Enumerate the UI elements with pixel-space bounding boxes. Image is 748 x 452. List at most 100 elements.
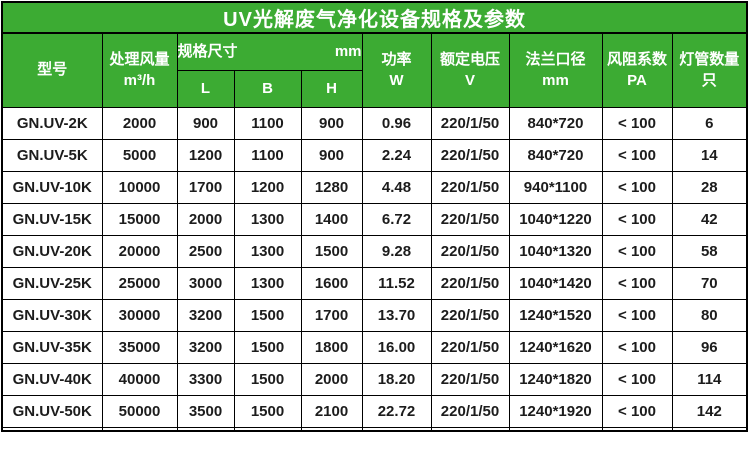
table-cell: 114 [671, 362, 748, 396]
col-header-length: L [176, 69, 235, 108]
table-row: GN.UV-30K 30000 3200 1500 1700 13.70 220/1/50 1… [1, 298, 748, 332]
table-cell: 1240*1920 [508, 394, 603, 428]
col-header-power-label: 功率 [381, 50, 412, 68]
col-header-lamps-unit: 只 [701, 72, 717, 90]
table-cell: < 100 [601, 106, 673, 140]
table-cell: 1240*1820 [508, 362, 603, 396]
table-cell: 1280 [300, 170, 363, 204]
table-cell: < 100 [601, 234, 673, 268]
table-cell: 6 [671, 106, 748, 140]
table-cell: 900 [300, 106, 363, 140]
table-cell: 1240*1520 [508, 298, 603, 332]
table-cell: 900 [176, 106, 235, 140]
table-cell: 1800 [300, 330, 363, 364]
col-header-flange-unit: mm [542, 72, 569, 90]
table-cell: < 100 [601, 202, 673, 236]
table-cell: 1500 [233, 394, 302, 428]
table-cell: GN.UV-10K [1, 170, 103, 204]
table-cell: 1500 [233, 362, 302, 396]
table-cell: 1300 [233, 202, 302, 236]
table-row: GN.UV-20K 20000 2500 1300 1500 9.28 220/1/50 10… [1, 234, 748, 268]
table-cell: GN.UV-25K [1, 266, 103, 300]
col-header-resistance-unit: PA [627, 72, 647, 90]
table-cell: 1500 [233, 298, 302, 332]
col-header-airflow-label: 处理风量 [109, 50, 170, 68]
table-cell: 1200 [176, 138, 235, 172]
table-cell: 840*720 [508, 138, 603, 172]
table-cell: 220/1/50 [430, 202, 510, 236]
table-cell: < 100 [601, 330, 673, 364]
table-cell: < 100 [601, 298, 673, 332]
table-cell: 220/1/50 [430, 170, 510, 204]
table-cell: 42 [671, 202, 748, 236]
table-row: GN.UV-5K 5000 1200 1100 900 2.24 220/1/50 840*7… [1, 138, 748, 172]
table-cell: 220/1/50 [430, 106, 510, 140]
table-cell: 2000 [300, 362, 363, 396]
col-header-voltage-label: 额定电压 [439, 50, 500, 68]
table-cell: GN.UV-2K [1, 106, 103, 140]
table-cell: 1400 [300, 202, 363, 236]
table-row: GN.UV-10K 10000 1700 1200 1280 4.48 220/1/50 94… [1, 170, 748, 204]
table-cell: GN.UV-15K [1, 202, 103, 236]
table-cell: 3000 [176, 266, 235, 300]
table-cell: < 100 [601, 170, 673, 204]
table-row: GN.UV-40K 40000 3300 1500 2000 18.20 220/1/50 1… [1, 362, 748, 396]
table-cell: 3300 [176, 362, 235, 396]
title-row: UV光解废气净化设备规格及参数 [1, 1, 748, 34]
table-cell: 220/1/50 [430, 266, 510, 300]
table-cell: 35000 [101, 330, 178, 364]
table-cell: 142 [671, 394, 748, 428]
col-header-height: H [300, 69, 363, 108]
header-row-1: 型号 处理风量 m³/h 规格尺寸 mm 功率 W 额定电压 [1, 32, 748, 108]
table-cell: 2.24 [361, 138, 432, 172]
table-cell: 18.20 [361, 362, 432, 396]
table-cell: < 100 [601, 394, 673, 428]
table-cell: 5000 [101, 138, 178, 172]
table-cell: 80 [671, 298, 748, 332]
table-cell: GN.UV-35K [1, 330, 103, 364]
table-cell: 96 [671, 330, 748, 364]
table-cell: 220/1/50 [430, 394, 510, 428]
col-header-dimensions: 规格尺寸 mm [176, 32, 363, 71]
table-cell: 6.72 [361, 202, 432, 236]
col-header-flange-label: 法兰口径 [525, 50, 586, 68]
table-row: GN.UV-25K 25000 3000 1300 1600 11.52 220/1/50 1… [1, 266, 748, 300]
col-header-model: 型号 [1, 32, 103, 108]
table-cell: 2500 [176, 234, 235, 268]
table-cell: 1040*1220 [508, 202, 603, 236]
table-row: GN.UV-15K 15000 2000 1300 1400 6.72 220/1/50 10… [1, 202, 748, 236]
table-cell: 20000 [101, 234, 178, 268]
table-cell: 4.48 [361, 170, 432, 204]
table-cell: 1040*1420 [508, 266, 603, 300]
table-cell: < 100 [601, 266, 673, 300]
col-header-lamps: 灯管数量 只 [671, 32, 748, 108]
col-header-airflow: 处理风量 m³/h [101, 32, 178, 108]
table-cell: 1100 [233, 138, 302, 172]
table-cell: 14 [671, 138, 748, 172]
table-cell: 2000 [101, 106, 178, 140]
table-cell: 9.28 [361, 234, 432, 268]
table-cell: 1100 [233, 106, 302, 140]
table-body: GN.UV-2K 2000 900 1100 900 0.96 220/1/50 840*72… [1, 106, 748, 428]
table-cell: 1240*1620 [508, 330, 603, 364]
table-cell: 13.70 [361, 298, 432, 332]
col-header-airflow-unit: m³/h [123, 72, 156, 90]
header-row-2: L B H [2, 69, 747, 108]
table-cell: 220/1/50 [430, 138, 510, 172]
spec-table: UV光解废气净化设备规格及参数 型号 处理风量 m³/h 规格尺寸 mm 功率 … [1, 1, 748, 432]
table-cell: GN.UV-40K [1, 362, 103, 396]
table-row: GN.UV-50K 50000 3500 1500 2100 22.72 220/1/50 1… [1, 394, 748, 428]
table-row: GN.UV-35K 35000 3200 1500 1800 16.00 220/1/50 1… [1, 330, 748, 364]
table-cell: 3500 [176, 394, 235, 428]
table-cell: GN.UV-50K [1, 394, 103, 428]
table-cell: 220/1/50 [430, 362, 510, 396]
table-cell: 16.00 [361, 330, 432, 364]
table-cell: 220/1/50 [430, 330, 510, 364]
col-header-power-unit: W [389, 72, 404, 90]
table-cell: 58 [671, 234, 748, 268]
col-header-lamps-label: 灯管数量 [679, 50, 740, 68]
table-cell: 40000 [101, 362, 178, 396]
col-header-voltage: 额定电压 V [430, 32, 510, 108]
table-cell: 25000 [101, 266, 178, 300]
